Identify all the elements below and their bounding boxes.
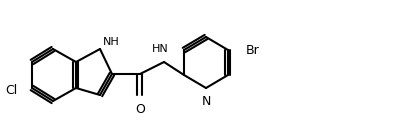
Text: Cl: Cl (6, 83, 18, 97)
Text: NH: NH (103, 37, 120, 47)
Text: HN: HN (152, 44, 169, 54)
Text: N: N (201, 95, 211, 108)
Text: Br: Br (246, 44, 260, 56)
Text: O: O (135, 103, 145, 116)
